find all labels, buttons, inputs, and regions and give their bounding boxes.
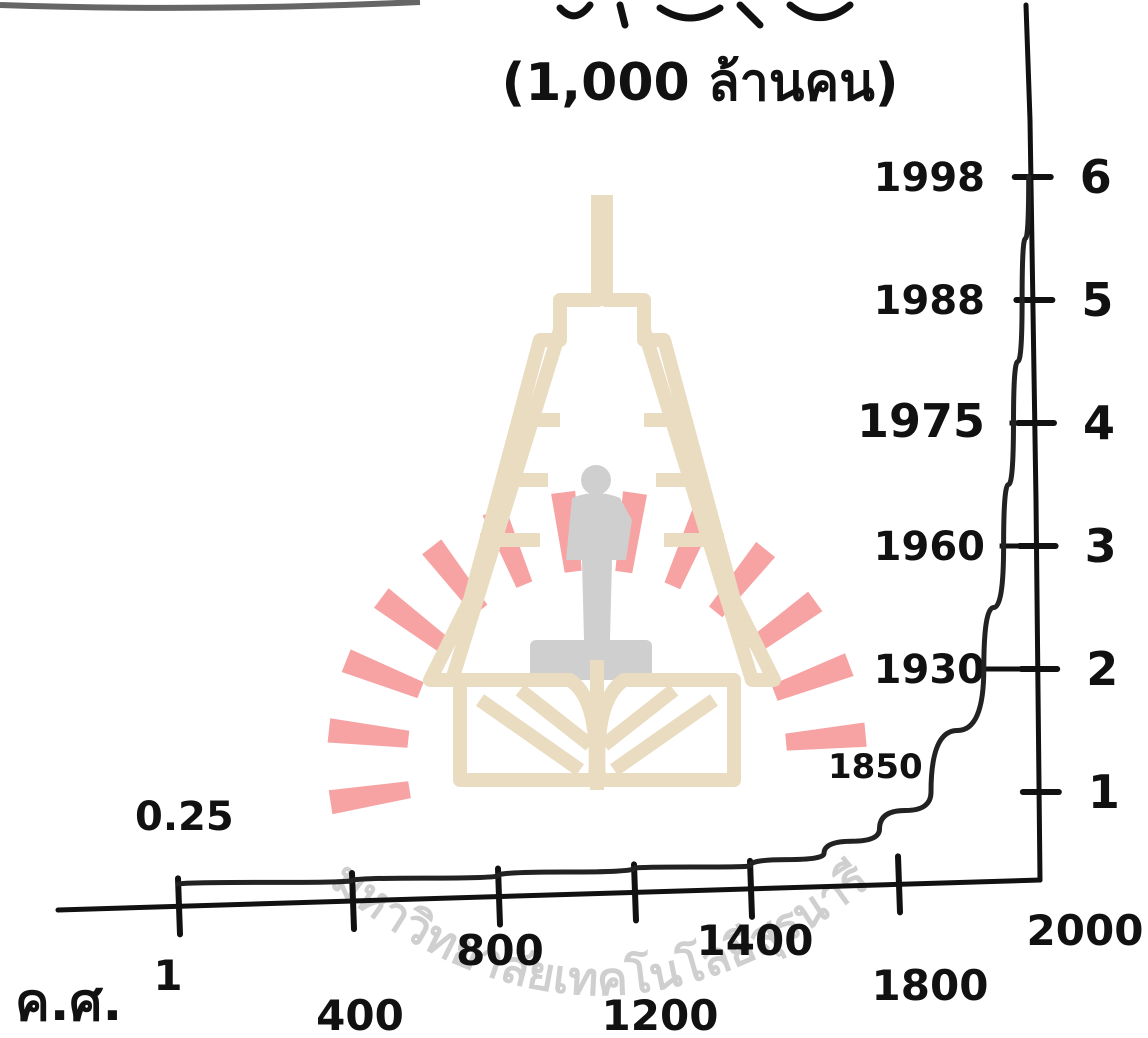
- axes: [55, 2, 1043, 913]
- x-tick-mark: [895, 853, 903, 916]
- watermark-ray: [785, 722, 867, 751]
- y-axis-line: [1023, 2, 1043, 883]
- watermark-spire: [423, 195, 781, 687]
- watermark-ray: [745, 591, 823, 656]
- watermark-ray: [327, 718, 410, 748]
- x-tick-label: 1: [153, 951, 182, 1000]
- x-tick-label: 400: [316, 991, 404, 1038]
- annotation-label: 1850: [828, 747, 923, 787]
- watermark-ray: [341, 649, 424, 699]
- annotation-label: 1930: [874, 647, 985, 693]
- scan-smudge: [0, 0, 421, 11]
- y-tick-label: 5: [1081, 273, 1113, 327]
- y-tick-label: 2: [1086, 642, 1118, 696]
- watermark-leaves: [453, 660, 741, 790]
- x-axis-label: ค.ศ.: [15, 973, 122, 1033]
- chart-title: (1,000 ล้านคน): [501, 53, 898, 113]
- x-tick-label: 1400: [697, 916, 814, 965]
- x-tick-label: 1200: [602, 991, 719, 1038]
- population-series-line: [175, 174, 1032, 887]
- title-cutoff-strokes: [556, 1, 854, 29]
- x-tick-label: 2000: [1027, 906, 1144, 955]
- annotation-label: 0.25: [135, 794, 234, 840]
- y-tick-label: 3: [1085, 519, 1117, 573]
- annotation-label: 1960: [874, 524, 985, 570]
- annotation-label: 1988: [874, 278, 985, 324]
- annotation-label: 1975: [857, 394, 985, 448]
- y-tick-label: 1: [1088, 765, 1120, 819]
- annotation-label: 1998: [874, 155, 985, 201]
- watermark-ray: [328, 781, 411, 815]
- y-tick-label: 4: [1083, 396, 1115, 450]
- x-tick-mark: [175, 875, 183, 938]
- x-tick-mark: [631, 861, 639, 924]
- y-ticks: 1 2 3 4 5 6: [1011, 150, 1120, 819]
- x-tick-label: 800: [456, 926, 544, 975]
- x-axis-line: [55, 877, 1043, 913]
- watermark-ray: [771, 653, 854, 701]
- x-tick-mark: [747, 857, 755, 920]
- annotations: 0.25 1850 1930 1960 1975 1988 1998: [135, 155, 1025, 840]
- watermark-ray: [374, 588, 451, 653]
- y-tick-label: 6: [1080, 150, 1112, 204]
- x-tick-label: 1800: [872, 961, 989, 1010]
